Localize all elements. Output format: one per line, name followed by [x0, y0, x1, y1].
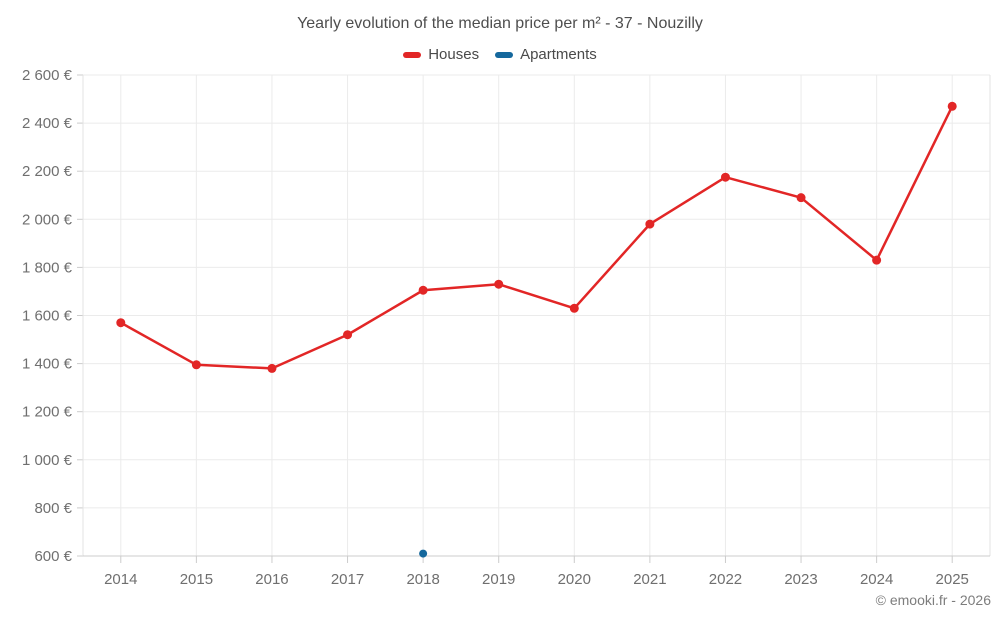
y-tick-label: 2 600 €: [22, 67, 73, 84]
houses-point: [494, 279, 504, 289]
houses-point: [720, 172, 730, 182]
footer-credit: © emooki.fr - 2026: [875, 592, 991, 608]
houses-point: [872, 255, 882, 265]
x-tick-label: 2020: [558, 571, 591, 588]
x-tick-label: 2019: [482, 571, 515, 588]
x-tick-label: 2025: [936, 571, 969, 588]
y-tick-label: 1 200 €: [22, 404, 73, 421]
houses-point: [267, 363, 277, 373]
y-tick-label: 2 000 €: [22, 211, 73, 228]
x-tick-label: 2023: [784, 571, 817, 588]
legend-item-houses[interactable]: Houses: [403, 46, 479, 63]
chart-title: Yearly evolution of the median price per…: [297, 15, 703, 32]
x-tick-label: 2021: [633, 571, 666, 588]
legend-label-houses: Houses: [428, 46, 480, 63]
houses-point: [418, 285, 428, 295]
y-tick-label: 1 000 €: [22, 452, 73, 469]
legend-item-apartments[interactable]: Apartments: [495, 46, 597, 63]
y-tick-label: 600 €: [34, 548, 72, 565]
houses-point: [116, 318, 126, 328]
apartments-series-marker-icon: [495, 51, 514, 58]
x-tick-label: 2015: [180, 571, 213, 588]
y-tick-label: 1 400 €: [22, 356, 73, 373]
apartments-point: [419, 549, 428, 558]
x-tick-label: 2024: [860, 571, 893, 588]
x-tick-label: 2017: [331, 571, 364, 588]
x-tick-label: 2014: [104, 571, 137, 588]
houses-point: [191, 360, 201, 370]
houses-point: [569, 303, 579, 313]
legend-label-apartments: Apartments: [520, 46, 597, 63]
houses-point: [343, 330, 353, 340]
x-tick-label: 2018: [406, 571, 439, 588]
x-tick-label: 2016: [255, 571, 288, 588]
houses-line: [119, 105, 954, 370]
y-tick-label: 800 €: [34, 500, 72, 517]
chart-legend: Houses Apartments: [0, 46, 1000, 63]
houses-series-marker-icon: [403, 51, 422, 58]
houses-point: [645, 219, 655, 229]
houses-point: [796, 193, 806, 203]
houses-point: [947, 101, 957, 111]
x-tick-label: 2022: [709, 571, 742, 588]
y-tick-label: 2 400 €: [22, 115, 73, 132]
y-tick-label: 2 200 €: [22, 163, 73, 180]
y-tick-label: 1 800 €: [22, 259, 73, 276]
y-tick-label: 1 600 €: [22, 308, 73, 325]
